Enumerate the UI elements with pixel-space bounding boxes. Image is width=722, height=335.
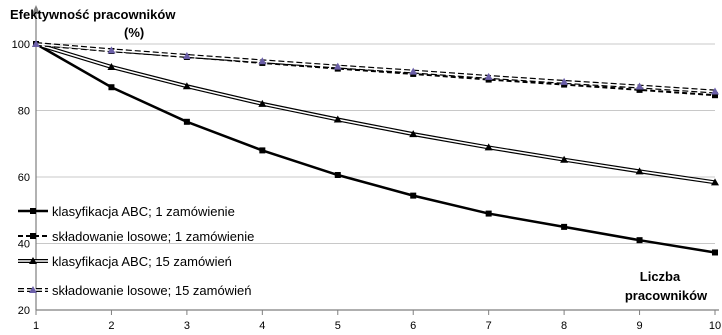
y-tick-label: 40 bbox=[18, 239, 30, 251]
data-point bbox=[636, 237, 643, 244]
data-point bbox=[635, 167, 644, 175]
x-tick-label: 3 bbox=[184, 320, 190, 332]
data-point bbox=[333, 62, 342, 70]
x-tick-label: 10 bbox=[709, 320, 721, 332]
x-tick-label: 1 bbox=[33, 320, 39, 332]
data-point bbox=[711, 87, 719, 95]
series-line bbox=[35, 42, 716, 254]
legend-label-3: klasyfikacja ABC; 15 zamówień bbox=[52, 254, 232, 269]
series-line-inner bbox=[35, 43, 716, 184]
x-tick-label: 5 bbox=[335, 320, 341, 332]
data-point bbox=[334, 172, 341, 179]
data-point bbox=[560, 77, 569, 85]
data-point bbox=[183, 118, 190, 125]
legend-label-4: składowanie losowe; 15 zamówień bbox=[52, 283, 251, 298]
legend-label-1: klasyfikacja ABC; 1 zamówienie bbox=[52, 204, 235, 219]
data-point bbox=[258, 57, 267, 65]
data-point bbox=[32, 40, 40, 47]
data-point bbox=[484, 143, 493, 151]
x-tick-label: 7 bbox=[486, 320, 492, 332]
data-point bbox=[410, 192, 417, 199]
data-point bbox=[259, 147, 266, 154]
legend-item-2: składowanie losowe; 1 zamówienie bbox=[18, 229, 254, 244]
y-axis-arrow bbox=[32, 5, 40, 14]
x-axis-title-line2: pracowników bbox=[625, 288, 708, 303]
series-4 bbox=[32, 40, 719, 95]
data-point bbox=[560, 155, 569, 163]
tick-labels: 20 40 60 80 100 1 2 3 4 5 6 7 8 9 10 bbox=[12, 39, 721, 332]
y-axis-title: Efektywność pracowników bbox=[10, 7, 176, 22]
x-tick-label: 4 bbox=[259, 320, 265, 332]
x-axis-title-line1: Liczba bbox=[640, 269, 681, 284]
data-point bbox=[636, 86, 643, 93]
x-tick-label: 8 bbox=[561, 320, 567, 332]
x-tick-label: 9 bbox=[636, 320, 642, 332]
data-point bbox=[107, 62, 116, 70]
legend-item-1: klasyfikacja ABC; 1 zamówienie bbox=[18, 204, 235, 219]
legend-item-4: składowanie losowe; 15 zamówień bbox=[18, 283, 251, 298]
data-point bbox=[712, 249, 718, 256]
legend-item-3: klasyfikacja ABC; 15 zamówień bbox=[18, 254, 232, 269]
data-point bbox=[711, 178, 719, 186]
y-tick-label: 100 bbox=[12, 39, 30, 51]
axes bbox=[32, 5, 719, 315]
series-line bbox=[35, 42, 716, 185]
data-point bbox=[409, 67, 418, 75]
data-point bbox=[485, 210, 492, 217]
series-line-inner bbox=[35, 43, 716, 93]
data-point bbox=[182, 51, 191, 59]
data-point bbox=[107, 46, 116, 54]
x-tick-label: 6 bbox=[410, 320, 416, 332]
grid-lines bbox=[36, 43, 715, 244]
y-tick-label: 20 bbox=[18, 305, 30, 317]
data-point bbox=[258, 99, 267, 107]
data-point bbox=[333, 115, 342, 123]
y-axis-unit: (%) bbox=[124, 25, 144, 40]
y-tick-label: 60 bbox=[18, 172, 30, 184]
data-point bbox=[108, 84, 115, 91]
legend: klasyfikacja ABC; 1 zamówienie składowan… bbox=[18, 204, 254, 298]
data-point bbox=[484, 72, 493, 80]
data-point bbox=[409, 130, 418, 138]
data-point bbox=[182, 82, 191, 90]
x-tick-label: 2 bbox=[108, 320, 114, 332]
series-lines bbox=[32, 40, 719, 256]
legend-label-2: składowanie losowe; 1 zamówienie bbox=[52, 229, 254, 244]
y-tick-label: 80 bbox=[18, 106, 30, 118]
data-point bbox=[635, 82, 644, 90]
series-3 bbox=[32, 40, 719, 186]
data-point bbox=[561, 223, 568, 230]
data-point bbox=[712, 92, 718, 99]
